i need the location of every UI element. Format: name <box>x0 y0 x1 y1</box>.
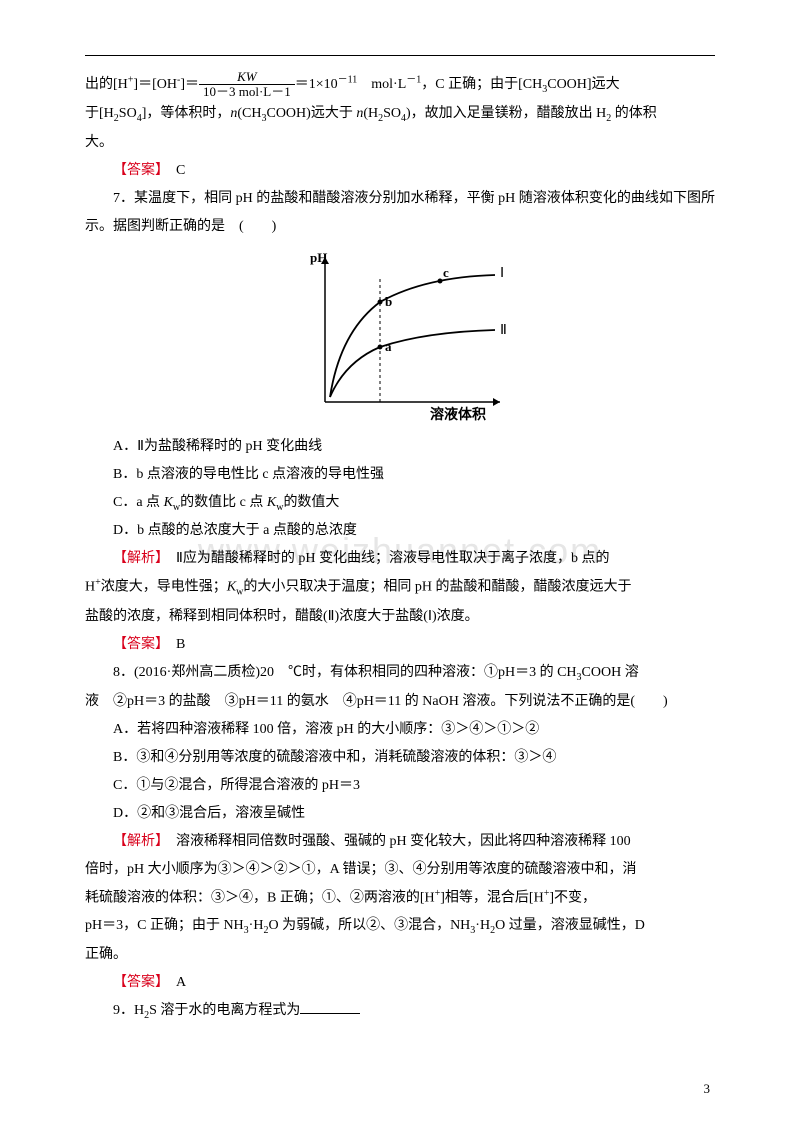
point-b-dot <box>378 299 383 304</box>
point-c-dot <box>438 278 443 283</box>
point-b: b <box>385 294 392 309</box>
line2: 于[H2SO4]，等体积时，n(CH3COOH)远大于 n(H2SO4)，故加入… <box>85 100 715 129</box>
answer-label: 【答案】 <box>113 163 162 178</box>
fraction: KW10－3 mol·L－1 <box>199 70 295 100</box>
question7: 7．某温度下，相同 pH 的盐酸和醋酸溶液分别加水稀释，平衡 pH 随溶液体积变… <box>85 185 715 241</box>
analysis-label: 【解析】 <box>113 551 162 566</box>
q7-option-b: B．b 点溶液的导电性比 c 点溶液的导电性强 <box>85 461 715 489</box>
answer6: 【答案】 C <box>85 157 715 185</box>
q8-option-b: B．③和④分别用等浓度的硫酸溶液中和，消耗硫酸溶液的体积：③＞④ <box>85 744 715 772</box>
question8-l2: 液 ②pH＝3 的盐酸 ③pH＝11 的氨水 ④pH＝11 的 NaOH 溶液。… <box>85 688 715 716</box>
content-body: 出的[H+]＝[OH-]＝KW10－3 mol·L－1＝1×10－11 mol·… <box>85 70 715 1026</box>
question8-l1: 8．(2016·郑州高二质检)20 ℃时，有体积相同的四种溶液：①pH＝3 的 … <box>85 659 715 688</box>
analysis8-l2: 倍时，pH 大小顺序为③＞④＞②＞①，A 错误；③、④分别用等浓度的硫酸溶液中和… <box>85 856 715 884</box>
line3: 大。 <box>85 129 715 157</box>
curve1-label: Ⅰ <box>500 266 504 281</box>
analysis8-l4: pH＝3，C 正确；由于 NH3·H2O 为弱碱，所以②、③混合，NH3·H2O… <box>85 912 715 941</box>
answer-label: 【答案】 <box>113 637 162 652</box>
chart-svg: pH 溶液体积 a b c Ⅰ Ⅱ <box>285 247 515 422</box>
point-c: c <box>443 265 449 280</box>
analysis7-l2: H+浓度大，导电性强；Kw的大小只取决于温度；相同 pH 的盐酸和醋酸，醋酸浓度… <box>85 573 715 602</box>
analysis8-l1: 【解析】 溶液稀释相同倍数时强酸、强碱的 pH 变化较大，因此将四种溶液稀释 1… <box>85 828 715 856</box>
point-a: a <box>385 339 392 354</box>
curve-2 <box>330 330 495 397</box>
q8-option-a: A．若将四种溶液稀释 100 倍，溶液 pH 的大小顺序：③＞④＞①＞② <box>85 716 715 744</box>
analysis-label: 【解析】 <box>113 834 162 849</box>
figure-q7: pH 溶液体积 a b c Ⅰ Ⅱ <box>85 247 715 433</box>
point-a-dot <box>378 344 383 349</box>
curve-1 <box>330 275 495 397</box>
analysis8-l3: 耗硫酸溶液的体积：③＞④，B 正确；①、②两溶液的[H+]相等，混合后[H+]不… <box>85 884 715 913</box>
q8-option-c: C．①与②混合，所得混合溶液的 pH＝3 <box>85 772 715 800</box>
q8-option-d: D．②和③混合后，溶液呈碱性 <box>85 800 715 828</box>
analysis8-l5: 正确。 <box>85 941 715 969</box>
top-rule <box>85 55 715 56</box>
y-label: pH <box>310 250 327 265</box>
line1: 出的[H+]＝[OH-]＝KW10－3 mol·L－1＝1×10－11 mol·… <box>85 70 715 100</box>
blank-fill <box>300 1000 360 1014</box>
analysis7-l1: 【解析】 Ⅱ应为醋酸稀释时的 pH 变化曲线；溶液导电性取决于离子浓度，b 点的 <box>85 545 715 573</box>
answer7: 【答案】 B <box>85 631 715 659</box>
page-number: 3 <box>704 1076 711 1102</box>
q7-option-c: C．a 点 Kw的数值比 c 点 Kw的数值大 <box>85 489 715 518</box>
curve2-label: Ⅱ <box>500 323 507 338</box>
answer-label: 【答案】 <box>113 975 162 990</box>
answer8: 【答案】 A <box>85 969 715 997</box>
x-arrow <box>493 398 500 406</box>
question9: 9．H2S 溶于水的电离方程式为 <box>85 997 715 1026</box>
q7-option-a: A．Ⅱ为盐酸稀释时的 pH 变化曲线 <box>85 433 715 461</box>
q7-option-d: D．b 点酸的总浓度大于 a 点酸的总浓度 <box>85 517 715 545</box>
analysis7-l3: 盐酸的浓度，稀释到相同体积时，醋酸(Ⅱ)浓度大于盐酸(Ⅰ)浓度。 <box>85 603 715 631</box>
x-label: 溶液体积 <box>430 406 486 422</box>
